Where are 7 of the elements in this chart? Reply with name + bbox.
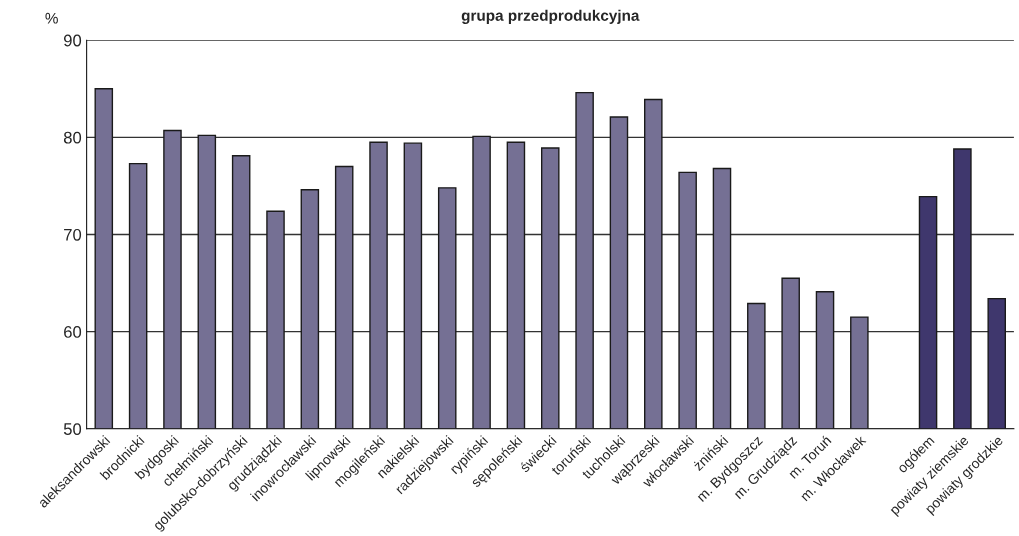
chart-title: grupa przedprodukcyjna (461, 9, 640, 24)
y-tick-label: 50 (63, 423, 82, 435)
y-axis-title: % (45, 12, 58, 24)
y-tick-label: 80 (63, 131, 82, 144)
y-tick-label: 70 (64, 228, 82, 241)
y-tick-label: 90 (64, 34, 82, 47)
y-tick-label: 60 (64, 326, 82, 338)
